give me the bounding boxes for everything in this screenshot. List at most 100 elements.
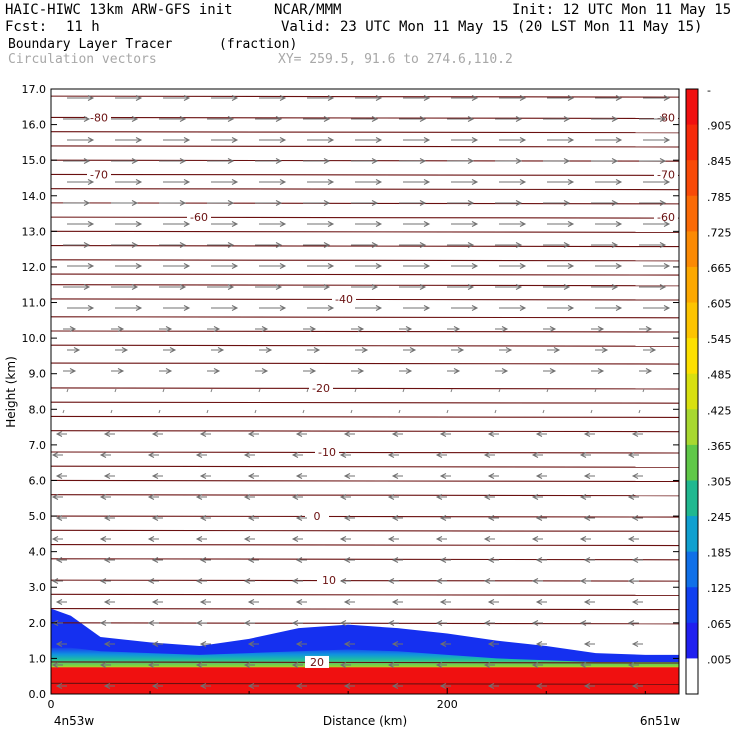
plot-axes <box>50 88 680 695</box>
vector-head <box>55 473 63 479</box>
field-units: (fraction) <box>219 37 298 52</box>
vector-arrow <box>387 620 399 626</box>
plot-area <box>51 89 679 694</box>
vector-arrow <box>355 95 383 101</box>
vector-head <box>519 179 527 185</box>
vector-arrow <box>211 221 239 227</box>
vector-arrow <box>147 494 159 500</box>
vector-arrow <box>211 347 225 353</box>
vector-arrow <box>451 263 479 269</box>
vector-head <box>515 158 523 164</box>
vector-arrow <box>295 473 307 479</box>
y-tick-label: 4.0 <box>29 546 47 559</box>
vector-arrow <box>535 473 547 479</box>
contour-line <box>50 661 680 664</box>
vector-arrow <box>627 620 639 626</box>
vector-arrow <box>254 409 257 414</box>
vector-head <box>375 95 383 101</box>
vector-arrow <box>63 200 91 206</box>
vector-arrow <box>51 494 63 500</box>
vector-arrow <box>487 515 499 521</box>
vector-arrow <box>67 347 81 353</box>
vector-head <box>87 263 95 269</box>
vector-head <box>483 662 491 668</box>
vector-head <box>323 284 331 290</box>
vector-head <box>583 599 591 605</box>
vector-arrow <box>487 557 499 563</box>
vector-arrow <box>351 158 379 164</box>
vector-arrow <box>199 599 211 605</box>
colorbar-swatch <box>686 160 698 197</box>
vector-head <box>275 284 283 290</box>
vector-arrow <box>535 431 547 437</box>
vector-arrow <box>543 368 557 374</box>
vector-head <box>435 662 443 668</box>
vector-head <box>419 158 427 164</box>
vector-arrow <box>199 473 211 479</box>
vector-arrow <box>339 662 351 668</box>
y-tick-label: 5.0 <box>29 510 47 523</box>
vector-head <box>55 641 63 647</box>
vector-arrow <box>159 158 187 164</box>
vector-head <box>487 431 495 437</box>
vector-head <box>391 641 399 647</box>
vector-arrow <box>151 473 163 479</box>
vector-arrow <box>435 578 447 584</box>
vector-arrow <box>247 515 259 521</box>
vector-arrow <box>447 242 475 248</box>
vector-head <box>183 95 191 101</box>
vector-head <box>199 641 207 647</box>
vector-arrow <box>535 683 547 689</box>
vector-head <box>435 494 443 500</box>
contour-line <box>50 116 680 120</box>
vector-head <box>343 557 351 563</box>
colorbar-swatch <box>686 338 698 375</box>
vector-arrow <box>583 473 595 479</box>
vector-head <box>583 431 591 437</box>
vector-arrow <box>207 242 235 248</box>
colorbar-label: .485 <box>707 369 732 382</box>
vector-head <box>567 305 575 311</box>
y-tick-label: 6.0 <box>29 474 47 487</box>
vector-arrow <box>258 388 261 393</box>
vector-arrow <box>207 116 235 122</box>
vector-arrow <box>195 452 207 458</box>
vector-arrow <box>591 326 605 332</box>
vector-arrow <box>495 326 509 332</box>
vector-arrow <box>495 284 523 290</box>
vector-arrow <box>302 409 305 414</box>
vector-arrow <box>631 641 643 647</box>
vector-arrow <box>439 641 451 647</box>
vector-arrow <box>391 431 403 437</box>
vector-head <box>227 200 235 206</box>
vector-arrow <box>303 200 331 206</box>
vector-head <box>55 599 63 605</box>
vector-head <box>483 536 491 542</box>
vector-head <box>531 536 539 542</box>
vector-arrow <box>579 494 591 500</box>
vector-head <box>649 347 657 353</box>
vector-head <box>247 599 255 605</box>
vector-arrow <box>387 494 399 500</box>
vector-head <box>515 116 523 122</box>
vector-head <box>151 683 159 689</box>
colorbar-swatch <box>686 587 698 624</box>
vector-arrow <box>399 368 413 374</box>
vector-arrow <box>639 200 667 206</box>
colorbar-swatch <box>686 480 698 517</box>
vector-arrow <box>639 284 667 290</box>
vector-head <box>659 116 667 122</box>
vector-arrow <box>99 452 111 458</box>
vector-head <box>579 578 587 584</box>
vector-arrow <box>583 515 595 521</box>
vector-head <box>467 158 475 164</box>
vector-arrow <box>531 452 543 458</box>
vector-head <box>531 620 539 626</box>
vector-head <box>87 179 95 185</box>
vector-head <box>323 200 331 206</box>
contour-line <box>50 173 680 176</box>
vector-head <box>409 347 417 353</box>
vector-head <box>519 137 527 143</box>
vector-head <box>611 158 619 164</box>
vector-head <box>483 452 491 458</box>
